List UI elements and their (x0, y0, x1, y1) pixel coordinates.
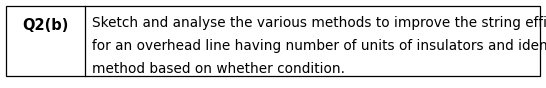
Text: Sketch and analyse the various methods to improve the string efficiency: Sketch and analyse the various methods t… (92, 16, 546, 30)
Text: Q2(b): Q2(b) (22, 18, 68, 33)
Bar (6, 6, 540, 76)
Text: method based on whether condition.: method based on whether condition. (92, 62, 345, 76)
Text: for an overhead line having number of units of insulators and identify best: for an overhead line having number of un… (92, 39, 546, 53)
